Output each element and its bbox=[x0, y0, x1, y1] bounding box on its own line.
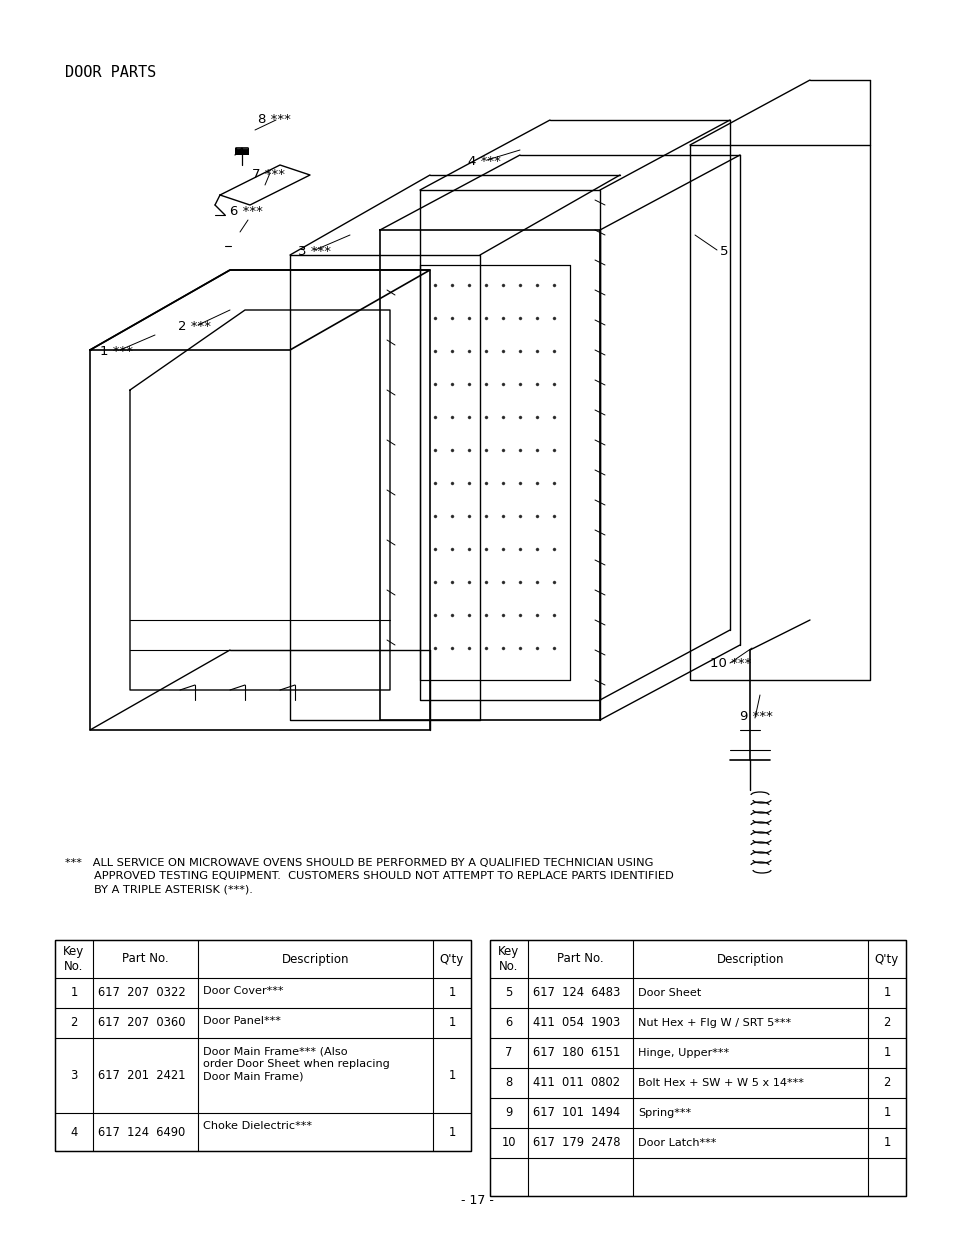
Text: - 17 -: - 17 - bbox=[460, 1193, 493, 1207]
Text: 617  201  2421: 617 201 2421 bbox=[98, 1070, 185, 1082]
Text: 4 ***: 4 *** bbox=[468, 156, 500, 168]
Text: 617  124  6483: 617 124 6483 bbox=[533, 987, 619, 999]
Bar bbox=[490, 940, 905, 1195]
Text: 6 ***: 6 *** bbox=[230, 205, 263, 219]
Text: 8 ***: 8 *** bbox=[257, 112, 291, 126]
Text: 1: 1 bbox=[882, 1107, 890, 1119]
Text: Description: Description bbox=[716, 952, 783, 966]
Text: Nut Hex + Flg W / SRT 5***: Nut Hex + Flg W / SRT 5*** bbox=[638, 1018, 790, 1028]
Text: 3: 3 bbox=[71, 1070, 77, 1082]
Text: Q'ty: Q'ty bbox=[874, 952, 898, 966]
Text: 3 ***: 3 *** bbox=[297, 245, 331, 258]
Text: Key
No.: Key No. bbox=[63, 945, 85, 973]
Text: Bolt Hex + SW + W 5 x 14***: Bolt Hex + SW + W 5 x 14*** bbox=[638, 1078, 803, 1088]
Text: 9: 9 bbox=[505, 1107, 512, 1119]
Text: 617  207  0360: 617 207 0360 bbox=[98, 1016, 185, 1030]
Text: 1 ***: 1 *** bbox=[100, 345, 132, 358]
Text: Description: Description bbox=[281, 952, 349, 966]
Text: 411  011  0802: 411 011 0802 bbox=[533, 1077, 619, 1089]
Text: 617  101  1494: 617 101 1494 bbox=[533, 1107, 619, 1119]
Text: 1: 1 bbox=[882, 1136, 890, 1150]
Text: Choke Dielectric***: Choke Dielectric*** bbox=[203, 1121, 312, 1131]
Bar bbox=[236, 140, 247, 148]
Text: Key
No.: Key No. bbox=[497, 945, 519, 973]
Text: 617  207  0322: 617 207 0322 bbox=[98, 987, 186, 999]
Text: Hinge, Upper***: Hinge, Upper*** bbox=[638, 1049, 728, 1058]
Text: 1: 1 bbox=[71, 987, 77, 999]
Text: 5: 5 bbox=[505, 987, 512, 999]
Text: 1: 1 bbox=[448, 1125, 456, 1139]
Text: Door Main Frame*** (Also
order Door Sheet when replacing
Door Main Frame): Door Main Frame*** (Also order Door Shee… bbox=[203, 1046, 390, 1082]
Text: 1: 1 bbox=[448, 1070, 456, 1082]
Text: 6: 6 bbox=[505, 1016, 512, 1030]
Text: Spring***: Spring*** bbox=[638, 1108, 690, 1118]
Text: 2: 2 bbox=[71, 1016, 77, 1030]
Text: 2: 2 bbox=[882, 1077, 890, 1089]
Text: Door Latch***: Door Latch*** bbox=[638, 1137, 716, 1149]
Text: 411  054  1903: 411 054 1903 bbox=[533, 1016, 619, 1030]
Text: 8: 8 bbox=[505, 1077, 512, 1089]
Text: Part No.: Part No. bbox=[122, 952, 169, 966]
Text: 7: 7 bbox=[505, 1046, 512, 1060]
Bar bbox=[234, 148, 249, 156]
Text: Part No.: Part No. bbox=[557, 952, 603, 966]
Text: 2: 2 bbox=[882, 1016, 890, 1030]
Text: 10 ***: 10 *** bbox=[709, 657, 751, 671]
Text: Q'ty: Q'ty bbox=[439, 952, 464, 966]
Text: 617  179  2478: 617 179 2478 bbox=[533, 1136, 619, 1150]
Text: 1: 1 bbox=[882, 987, 890, 999]
Text: Door Cover***: Door Cover*** bbox=[203, 986, 283, 995]
Text: 4: 4 bbox=[71, 1125, 77, 1139]
Text: 2 ***: 2 *** bbox=[178, 320, 211, 333]
Text: 7 ***: 7 *** bbox=[252, 168, 285, 182]
Text: 617  180  6151: 617 180 6151 bbox=[533, 1046, 619, 1060]
Text: 1: 1 bbox=[882, 1046, 890, 1060]
Text: 10: 10 bbox=[501, 1136, 516, 1150]
Text: 9 ***: 9 *** bbox=[740, 710, 772, 722]
Text: Door Sheet: Door Sheet bbox=[638, 988, 700, 998]
Text: 617  124  6490: 617 124 6490 bbox=[98, 1125, 185, 1139]
Text: ***   ALL SERVICE ON MICROWAVE OVENS SHOULD BE PERFORMED BY A QUALIFIED TECHNICI: *** ALL SERVICE ON MICROWAVE OVENS SHOUL… bbox=[65, 858, 673, 894]
Bar bbox=[55, 940, 471, 1151]
Text: 1: 1 bbox=[448, 1016, 456, 1030]
Text: 1: 1 bbox=[448, 987, 456, 999]
Text: Door Panel***: Door Panel*** bbox=[203, 1016, 280, 1026]
Text: 5: 5 bbox=[720, 245, 728, 258]
Text: DOOR PARTS: DOOR PARTS bbox=[65, 65, 156, 80]
